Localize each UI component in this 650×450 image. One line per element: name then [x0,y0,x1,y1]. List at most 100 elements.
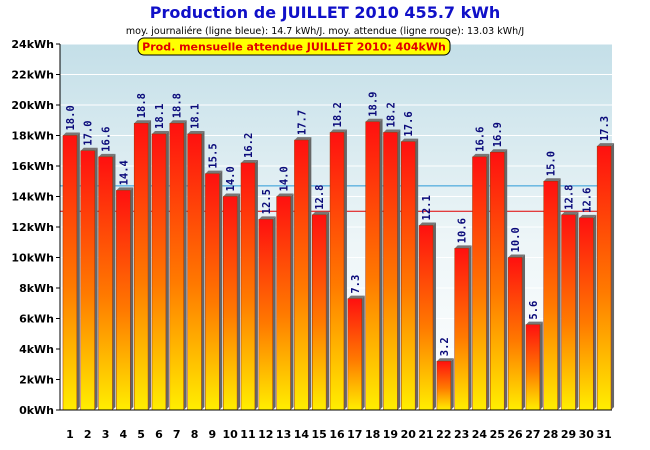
bar [507,257,523,411]
x-tick-labels: 1 2 3 4 5 6 7 8 9 10 11 12 13 14 15 16 17 18 19 20 21 22 23 24 2… [66,428,612,441]
x-tick-label: 20 [401,428,417,441]
bar [187,133,202,411]
bar-value-label: 18.2 [332,102,344,127]
bar-shadow [183,120,187,411]
bar-shadow [522,254,526,410]
bar-value-label: 16.2 [243,133,255,158]
x-tick-label: 28 [543,428,558,441]
bar-top [543,178,561,182]
bar-value-label: 16.9 [492,122,504,147]
bar-top [579,214,597,218]
bar [133,123,149,411]
bar [240,162,256,411]
bar-shadow [539,321,543,410]
bar-shadow [504,149,508,410]
bar-top [223,193,241,197]
x-tick-label: 27 [525,428,540,441]
bar [561,214,576,411]
bar-shadow [397,129,401,410]
bar-top [62,132,80,136]
annotation-box [137,37,451,56]
x-tick-label: 4 [119,428,127,441]
bar-top [312,211,330,215]
x-tick-label: 30 [579,428,595,441]
x-tick-label: 21 [418,428,433,441]
bar-shadow [148,120,152,411]
bar-shadow [76,132,80,410]
y-tick-label: 16kWh [11,160,54,173]
x-tick-label: 31 [596,428,611,441]
bar-shadow [468,245,472,410]
bar-top [436,358,454,362]
bar [205,173,220,411]
bar-top [98,153,116,157]
y-tick-label: 4kWh [19,343,54,356]
bar-value-label: 12.8 [314,185,326,210]
bar-value-label: 18.0 [65,105,77,130]
y-tick-label: 22kWh [11,69,54,82]
x-tick-label: 12 [258,428,273,441]
bar-value-label: 3.2 [439,337,451,356]
bar-top [330,129,347,133]
bar-value-label: 15.5 [207,143,219,168]
x-tick-label: 19 [383,428,398,441]
x-tick-label: 3 [102,428,110,441]
x-tick-label: 7 [173,428,181,441]
bar [62,135,78,411]
bar [579,217,594,411]
bar [454,248,469,411]
x-tick-label: 14 [294,428,310,441]
bar-top [365,118,383,122]
x-tick-label: 26 [507,428,523,441]
bar [418,225,434,411]
bar [98,156,113,411]
bar-value-label: 16.6 [101,127,113,152]
bar-top [276,193,294,197]
bar-shadow [94,147,98,410]
bar-top [116,187,134,191]
x-tick-label: 25 [490,428,505,441]
bar-value-label: 12.5 [261,189,273,214]
bar-value-label: 14.0 [225,166,237,191]
bar-value-label: 18.8 [172,93,184,118]
bar [472,156,487,411]
bar-shadow [557,178,561,410]
bar-shadow [201,130,205,410]
bar [258,219,273,411]
bar-shadow [272,216,276,410]
bar-value-label: 7.3 [350,275,362,294]
y-tick-label: 20kWh [11,99,54,112]
bar-shadow [432,222,436,410]
bar-value-label: 5.6 [528,301,540,320]
y-tick-label: 24kWh [11,38,54,51]
x-tick-label: 24 [472,428,488,441]
bar-value-label: 12.1 [421,195,433,220]
bar [490,152,505,411]
bar [383,132,398,411]
bar-top [419,222,436,226]
bar-value-label: 12.6 [581,188,593,213]
x-tick-label: 18 [365,428,380,441]
bar-value-label: 18.8 [136,93,148,118]
x-tick-label: 8 [191,428,199,441]
bar-top [472,153,490,157]
bar [276,196,291,411]
bar-shadow [415,138,419,410]
bar-shadow [379,118,383,411]
x-tick-label: 23 [454,428,469,441]
bar-shadow [450,358,454,410]
bar-shadow [326,211,330,410]
bar-shadow [593,214,597,410]
bar-value-label: 17.7 [296,110,308,135]
bar-value-label: 18.1 [154,104,166,129]
bar-top [401,138,419,142]
x-tick-label: 17 [347,428,362,441]
bar-shadow [112,153,116,410]
bar [294,139,309,411]
bar-value-label: 10.0 [510,227,522,252]
x-tick-label: 10 [223,428,239,441]
y-tick-label: 14kWh [11,191,54,204]
bar-value-label: 17.6 [403,111,415,136]
bar [169,123,184,411]
